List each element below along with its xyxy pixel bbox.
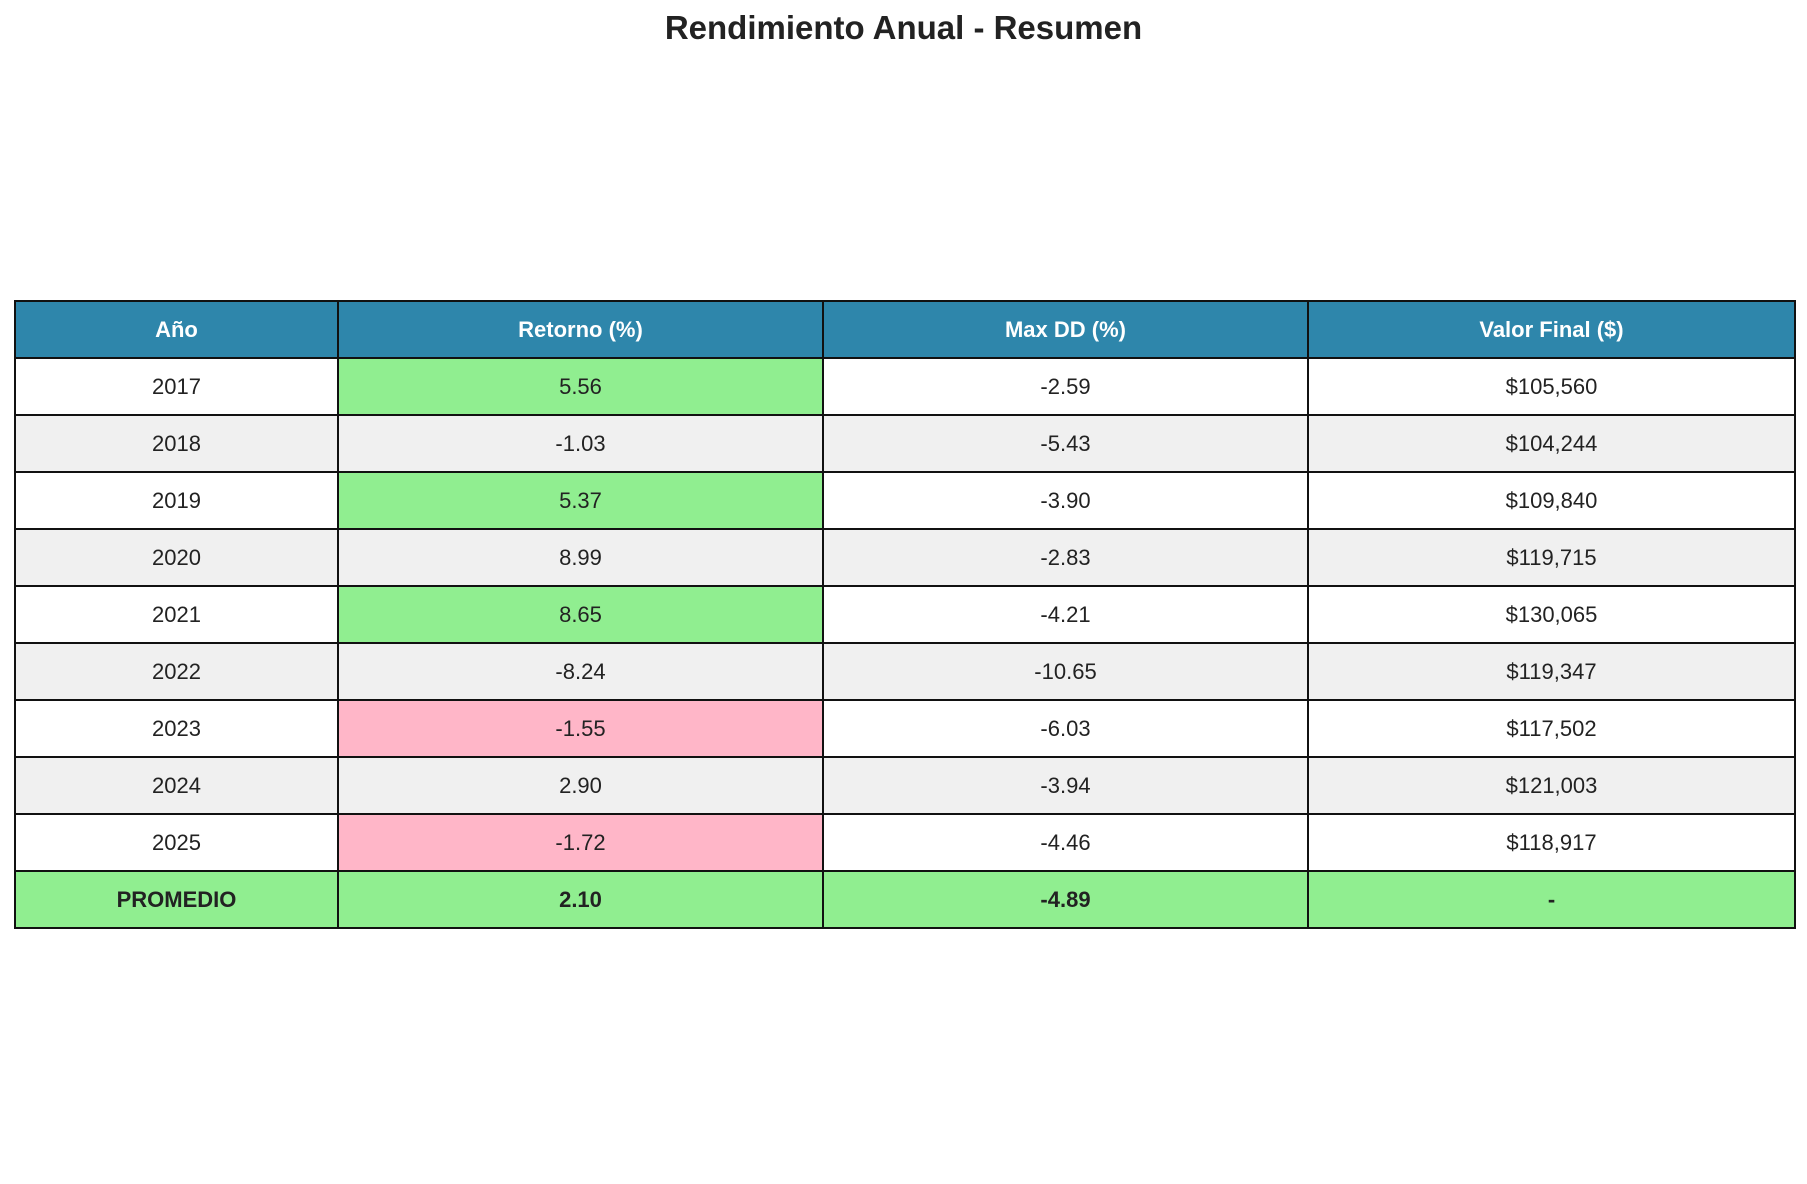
table-row: 2019 5.37 -3.90 $109,840	[14, 471, 1796, 530]
column-header-year: Año	[14, 300, 339, 359]
table-row: 2020 8.99 -2.83 $119,715	[14, 528, 1796, 587]
summary-cell-final-value: -	[1307, 870, 1796, 929]
cell-return: 5.37	[337, 471, 824, 530]
cell-return: -1.55	[337, 699, 824, 758]
table-row: 2018 -1.03 -5.43 $104,244	[14, 414, 1796, 473]
cell-final-value: $119,715	[1307, 528, 1796, 587]
cell-final-value: $117,502	[1307, 699, 1796, 758]
table-row: 2022 -8.24 -10.65 $119,347	[14, 642, 1796, 701]
cell-max-dd: -5.43	[822, 414, 1309, 473]
cell-final-value: $119,347	[1307, 642, 1796, 701]
cell-return: -8.24	[337, 642, 824, 701]
summary-cell-year: PROMEDIO	[14, 870, 339, 929]
cell-max-dd: -4.46	[822, 813, 1309, 872]
cell-year: 2025	[14, 813, 339, 872]
cell-max-dd: -3.90	[822, 471, 1309, 530]
cell-max-dd: -10.65	[822, 642, 1309, 701]
summary-cell-return: 2.10	[337, 870, 824, 929]
cell-year: 2019	[14, 471, 339, 530]
summary-cell-max-dd: -4.89	[822, 870, 1309, 929]
summary-row: PROMEDIO 2.10 -4.89-	[14, 870, 1796, 929]
cell-final-value: $118,917	[1307, 813, 1796, 872]
column-header-return: Retorno (%)	[337, 300, 824, 359]
column-header-max-dd: Max DD (%)	[822, 300, 1309, 359]
cell-return: 5.56	[337, 357, 824, 416]
cell-year: 2022	[14, 642, 339, 701]
cell-year: 2024	[14, 756, 339, 815]
cell-return: 2.90	[337, 756, 824, 815]
chart-title: Rendimiento Anual - Resumen	[664, 9, 1143, 46]
cell-max-dd: -4.21	[822, 585, 1309, 644]
table-header-row: Año Retorno (%) Max DD (%) Valor Final (…	[14, 300, 1796, 359]
cell-return: -1.72	[337, 813, 824, 872]
cell-return: -1.03	[337, 414, 824, 473]
cell-return: 8.65	[337, 585, 824, 644]
table-row: 2025 -1.72 -4.46 $118,917	[14, 813, 1796, 872]
cell-year: 2017	[14, 357, 339, 416]
table-row: 2023 -1.55 -6.03 $117,502	[14, 699, 1796, 758]
cell-year: 2018	[14, 414, 339, 473]
cell-year: 2021	[14, 585, 339, 644]
cell-max-dd: -6.03	[822, 699, 1309, 758]
table-row: 2021 8.65 -4.21 $130,065	[14, 585, 1796, 644]
table-body: 2017 5.56 -2.59 $105,560 2018 -1.03 -5.43 $104,…	[14, 357, 1796, 929]
cell-final-value: $130,065	[1307, 585, 1796, 644]
column-header-final-value: Valor Final ($)	[1307, 300, 1796, 359]
cell-year: 2020	[14, 528, 339, 587]
table-row: 2024 2.90 -3.94 $121,003	[14, 756, 1796, 815]
cell-final-value: $109,840	[1307, 471, 1796, 530]
cell-max-dd: -3.94	[822, 756, 1309, 815]
cell-year: 2023	[14, 699, 339, 758]
summary-table: Año Retorno (%) Max DD (%) Valor Final (…	[14, 300, 1796, 929]
table-row: 2017 5.56 -2.59 $105,560	[14, 357, 1796, 416]
cell-final-value: $121,003	[1307, 756, 1796, 815]
cell-max-dd: -2.83	[822, 528, 1309, 587]
cell-final-value: $105,560	[1307, 357, 1796, 416]
cell-max-dd: -2.59	[822, 357, 1309, 416]
cell-final-value: $104,244	[1307, 414, 1796, 473]
cell-return: 8.99	[337, 528, 824, 587]
